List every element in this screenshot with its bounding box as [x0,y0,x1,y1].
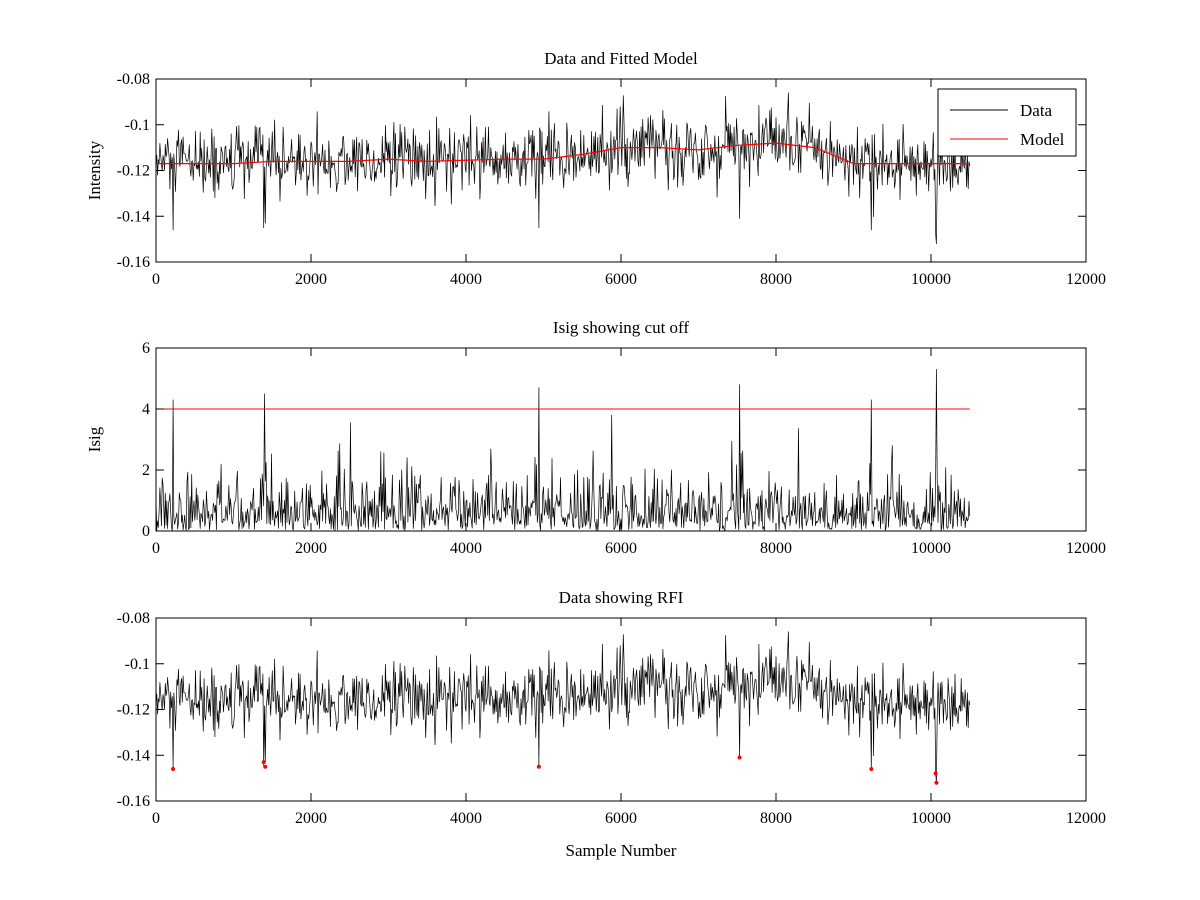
chart-title: Isig showing cut off [553,318,689,337]
y-axis-label: Intensity [85,140,104,200]
rfi-point [536,764,541,769]
panel-data-and-fitted-model: Data and Fitted Model 0 2000 4000 6000 8000 10… [85,49,1106,288]
chart-title: Data and Fitted Model [544,49,698,68]
chart-title: Data showing RFI [559,588,684,607]
y-tick-label: 4 [142,401,150,418]
x-tick-label: 8000 [760,810,792,827]
x-tick-label: 0 [152,271,160,288]
model-series-line [156,142,970,165]
panel-data-showing-rfi: Data showing RFI 0 2000 4000 6000 8000 10000 12… [117,588,1106,860]
rfi-point [933,771,938,776]
x-tick-label: 8000 [760,540,792,557]
legend-label-data: Data [1020,101,1053,120]
plot-frame [155,617,1087,802]
rfi-point [263,764,268,769]
y-tick-label: 2 [142,462,150,479]
y-tick-label: -0.08 [117,610,150,627]
legend-label-model: Model [1020,130,1065,149]
x-tick-label: 10000 [911,271,951,288]
x-tick-label: 0 [152,810,160,827]
x-tick-label: 6000 [605,810,637,827]
x-tick-label: 12000 [1066,540,1106,557]
x-tick-label: 6000 [605,271,637,288]
rfi-point [737,755,742,760]
x-tick-label: 6000 [605,540,637,557]
x-tick-label: 12000 [1066,810,1106,827]
y-tick-label: -0.16 [117,793,150,810]
rfi-point [171,766,176,771]
x-tick-label: 10000 [911,810,951,827]
x-tick-label: 10000 [911,540,951,557]
x-tick-label: 0 [152,540,160,557]
data-series-line [155,92,971,245]
x-tick-label: 4000 [450,810,482,827]
y-tick-label: -0.12 [117,702,150,719]
x-axis-label: Sample Number [566,841,677,860]
x-tick-label: 4000 [450,540,482,557]
y-tick-label: -0.14 [117,208,150,225]
legend [937,88,1077,157]
y-tick-label: 6 [142,340,150,357]
rfi-point [869,766,874,771]
panel-isig-showing-cut-off: Isig showing cut off 0 2000 4000 6000 8000 100… [85,318,1106,557]
x-tick-label: 8000 [760,271,792,288]
data-series-line [155,631,971,784]
y-tick-label: 0 [142,523,150,540]
rfi-point [934,780,939,785]
y-axis-label: Isig [85,426,104,452]
x-tick-label: 2000 [295,540,327,557]
x-tick-label: 2000 [295,271,327,288]
rfi-point [261,760,266,765]
x-tick-label: 12000 [1066,271,1106,288]
y-tick-label: -0.12 [117,163,150,180]
x-tick-label: 4000 [450,271,482,288]
isig-series-line [155,369,971,532]
y-tick-label: -0.08 [117,71,150,88]
y-tick-label: -0.1 [125,117,150,134]
y-tick-label: -0.1 [125,656,150,673]
x-tick-label: 2000 [295,810,327,827]
y-tick-label: -0.14 [117,747,150,764]
y-tick-label: -0.16 [117,254,150,271]
